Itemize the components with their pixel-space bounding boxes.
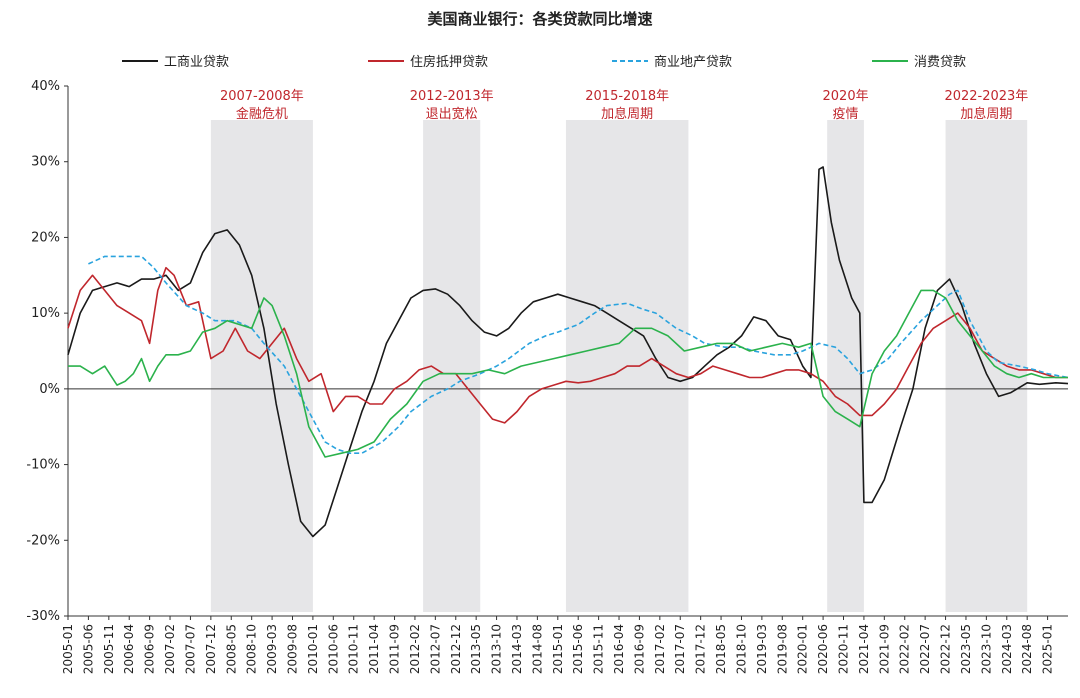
x-tick-label: 2020-11 [837, 624, 851, 674]
x-tick-label: 2017-07 [673, 624, 687, 674]
x-tick-label: 2016-09 [632, 624, 646, 674]
y-tick-label: -20% [26, 533, 60, 548]
legend-label-0: 工商业贷款 [164, 55, 229, 70]
series-lines [67, 166, 1069, 538]
legend-label-2: 商业地产贷款 [654, 55, 732, 70]
x-tick-label: 2012-12 [449, 624, 463, 674]
x-tick-label: 2017-02 [653, 624, 667, 674]
x-tick-label: 2015-06 [571, 624, 585, 674]
x-tick-label: 2010-01 [306, 624, 320, 674]
x-tick-label: 2025-01 [1041, 624, 1055, 674]
x-tick-label: 2007-02 [163, 624, 177, 674]
y-tick-label: -10% [26, 458, 60, 473]
legend-label-3: 消费贷款 [914, 55, 966, 70]
series-line-1 [67, 266, 1068, 424]
period-label-0-0: 2007-2008年 [220, 89, 304, 104]
y-tick-label: 0% [39, 382, 60, 397]
y-tick-label: 30% [31, 155, 60, 170]
x-tick-label: 2018-10 [734, 624, 748, 674]
x-tick-label: 2013-10 [490, 624, 504, 674]
period-label-3-0: 2020年 [823, 89, 869, 104]
series-line-3 [68, 289, 1068, 458]
x-tick-label: 2019-03 [755, 624, 769, 674]
x-tick-label: 2007-07 [183, 624, 197, 674]
x-tick-label: 2010-11 [347, 624, 361, 674]
x-tick-label: 2024-03 [1000, 624, 1014, 674]
period-label-4-1: 加息周期 [960, 106, 1012, 122]
period-label-2-1: 加息周期 [601, 106, 653, 122]
series-line-0 [67, 166, 1069, 538]
x-tick-label: 2022-02 [898, 624, 912, 674]
shaded-periods: 2007-2008年金融危机2012-2013年退出宽松2015-2018年加息… [210, 89, 1028, 612]
x-tick-label: 2014-03 [510, 624, 524, 674]
axes: 40% 30% 20% 10% 0% -10% -20% -30%2005-01 2005-06… [26, 79, 1068, 674]
x-tick-label: 2017-12 [694, 624, 708, 674]
x-tick-label: 2008-05 [224, 624, 238, 674]
x-tick-label: 2005-01 [61, 624, 75, 674]
x-tick-label: 2016-04 [612, 624, 626, 674]
x-tick-label: 2015-01 [551, 624, 565, 674]
x-tick-label: 2006-04 [122, 624, 136, 674]
x-tick-label: 2023-05 [959, 624, 973, 674]
x-tick-label: 2020-06 [816, 624, 830, 674]
y-tick-label: 40% [31, 79, 60, 94]
period-label-1-0: 2012-2013年 [410, 89, 494, 104]
x-tick-label: 2021-09 [877, 624, 891, 674]
x-tick-label: 2012-02 [408, 624, 422, 674]
x-tick-label: 2021-04 [857, 624, 871, 674]
x-tick-label: 2020-01 [796, 624, 810, 674]
x-tick-label: 2009-03 [265, 624, 279, 674]
shaded-period-0 [210, 120, 313, 612]
period-label-1-1: 退出宽松 [426, 106, 478, 122]
period-label-2-0: 2015-2018年 [585, 89, 669, 104]
x-tick-label: 2023-10 [979, 624, 993, 674]
y-tick-label: 20% [31, 230, 60, 245]
x-tick-label: 2007-12 [204, 624, 218, 674]
x-tick-label: 2011-04 [367, 624, 381, 674]
x-tick-label: 2024-08 [1020, 624, 1034, 674]
x-tick-label: 2012-07 [428, 624, 442, 674]
x-tick-label: 2006-09 [143, 624, 157, 674]
period-label-3-1: 疫情 [833, 106, 859, 122]
chart-title: 美国商业银行：各类贷款同比增速 [427, 10, 652, 28]
x-tick-label: 2008-10 [245, 624, 259, 674]
x-tick-label: 2018-05 [714, 624, 728, 674]
x-tick-label: 2010-06 [326, 624, 340, 674]
shaded-period-3 [827, 120, 864, 612]
x-tick-label: 2019-08 [775, 624, 789, 674]
x-tick-label: 2011-09 [388, 624, 402, 674]
y-tick-label: 10% [31, 306, 60, 321]
x-tick-label: 2009-08 [285, 624, 299, 674]
x-tick-label: 2013-05 [469, 624, 483, 674]
period-label-4-0: 2022-2023年 [944, 89, 1028, 104]
x-tick-label: 2015-11 [592, 624, 606, 674]
y-tick-label: -30% [26, 609, 60, 624]
x-tick-label: 2022-07 [918, 624, 932, 674]
x-tick-label: 2005-11 [102, 624, 116, 674]
legend-label-1: 住房抵押贷款 [410, 54, 488, 70]
legend: 工商业贷款 住房抵押贷款 商业地产贷款 消费贷款 [122, 54, 966, 70]
period-label-0-1: 金融危机 [236, 106, 288, 122]
series-line-2 [88, 255, 1069, 454]
x-tick-label: 2014-08 [530, 624, 544, 674]
shaded-period-4 [945, 120, 1028, 612]
x-tick-label: 2005-06 [81, 624, 95, 674]
x-tick-label: 2022-12 [939, 624, 953, 674]
